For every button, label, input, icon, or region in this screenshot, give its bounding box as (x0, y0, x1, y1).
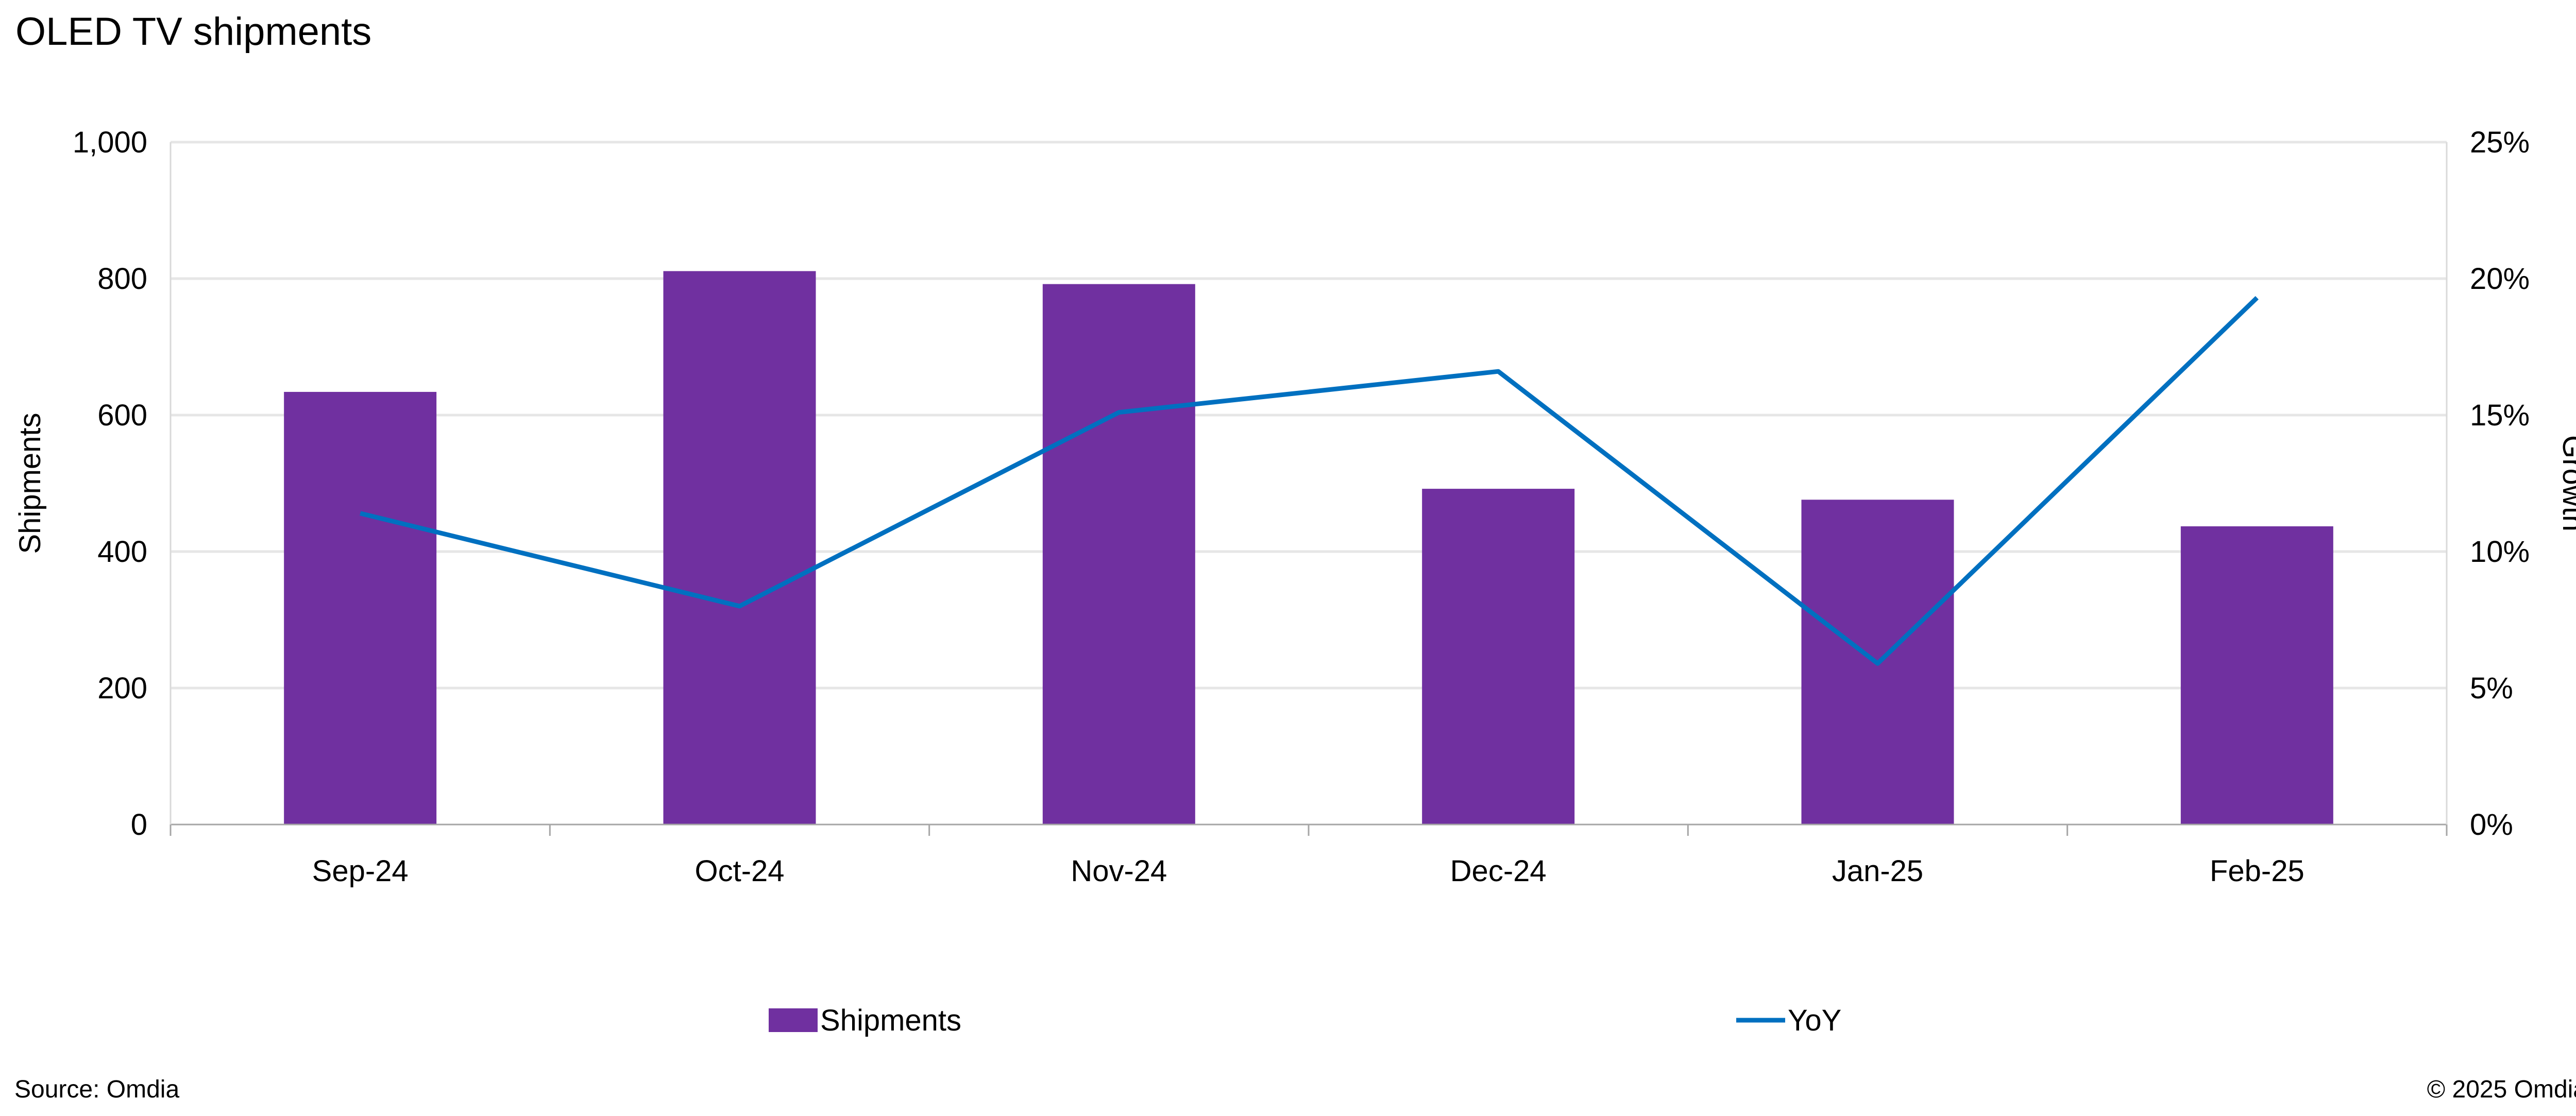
bar-Sep-24 (284, 391, 437, 825)
y2-tick-label: 0% (2470, 808, 2513, 842)
y-tick-label: 1,000 (73, 126, 147, 159)
x-tick-label: Oct-24 (694, 854, 784, 888)
legend-label-yoy: YoY (1788, 1004, 1841, 1037)
source-note: Source: Omdia (14, 1076, 180, 1103)
bar-Nov-24 (1042, 284, 1195, 825)
x-tick-label: Nov-24 (1071, 854, 1167, 888)
chart-title: OLED TV shipments (15, 10, 372, 54)
x-tick-label: Sep-24 (312, 854, 409, 888)
x-tick-label: Jan-25 (1832, 854, 1923, 888)
legend-swatch-shipments (769, 1008, 818, 1032)
y-tick-label: 0 (131, 808, 147, 842)
y-tick-label: 400 (97, 535, 147, 569)
yoy-line (360, 296, 2259, 666)
bar-Feb-25 (2180, 526, 2333, 825)
y2-tick-label: 20% (2470, 262, 2530, 296)
y2-axis-title: Growth (2556, 435, 2576, 531)
y-tick-label: 600 (97, 399, 147, 432)
x-tick-label: Dec-24 (1450, 854, 1547, 888)
x-tick-label: Feb-25 (2210, 854, 2304, 888)
bar-Dec-24 (1422, 489, 1575, 825)
legend-label-shipments: Shipments (820, 1004, 961, 1037)
y-tick-label: 200 (97, 672, 147, 705)
y2-tick-label: 25% (2470, 126, 2530, 159)
y-tick-label: 800 (97, 262, 147, 296)
copyright-note: © 2025 Omdia (2427, 1076, 2576, 1103)
bar-Oct-24 (663, 271, 816, 825)
y2-tick-label: 15% (2470, 399, 2530, 432)
y2-tick-label: 5% (2470, 672, 2513, 705)
y2-tick-label: 10% (2470, 535, 2530, 569)
y-axis-title: Shipments (13, 413, 47, 554)
